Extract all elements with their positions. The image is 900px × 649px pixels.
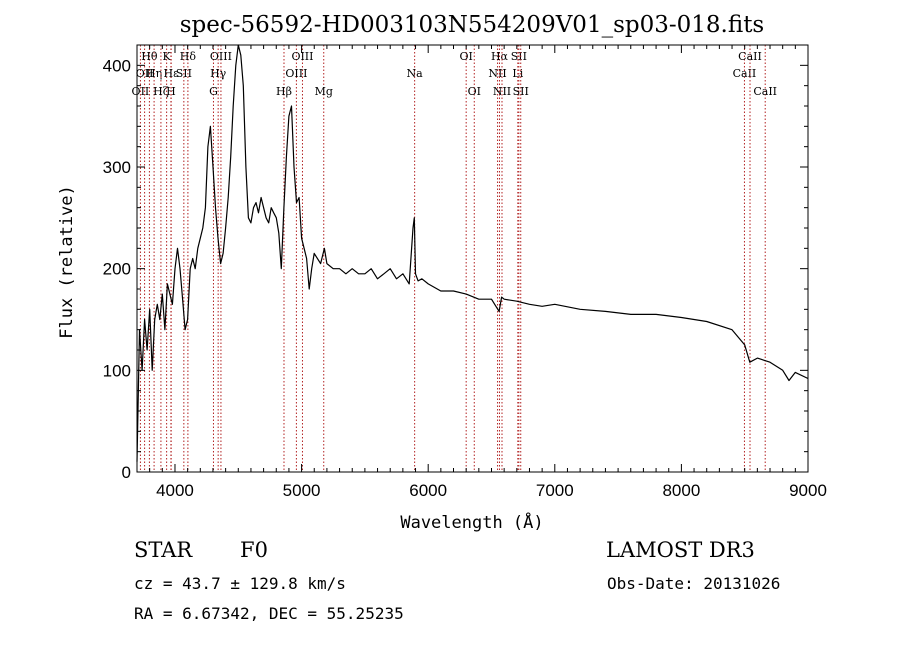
x-axis: 4000 5000 6000 7000 8000 9000 [136,45,827,500]
marker-label: OI [468,85,481,98]
marker-label: OIII [291,50,313,63]
y-tick-label: 300 [103,158,131,177]
spectrum-line [136,44,809,462]
marker-label: NII [488,67,506,80]
marker-label: CaII [733,67,757,80]
marker-lines: OIIOIIHθHηHζKHHεSIIHδGHγOIIIHβOIIIOIIIMg… [132,45,777,472]
marker-label: Hζ [153,85,169,98]
x-tick-label: 8000 [662,481,700,500]
marker-label: Hε [164,67,180,80]
marker-label: OII [132,85,150,98]
marker-label: CaII [753,85,777,98]
marker-label: Li [512,67,523,80]
plot-frame [136,44,809,473]
marker-label: SII [511,50,527,63]
marker-label: NII [493,85,511,98]
x-tick-label: 4000 [156,481,194,500]
marker-label: OIII [210,50,232,63]
subclass: F0 [240,538,268,562]
x-tick-label: 6000 [409,481,447,500]
marker-label: Hη [146,67,162,80]
y-tick-label: 400 [103,56,131,75]
marker-label: OIII [285,67,307,80]
marker-label: Hθ [141,50,158,63]
marker-label: SII [513,85,529,98]
chart-title: spec-56592-HD003103N554209V01_sp03-018.f… [180,12,765,38]
redshift-text: cz = 43.7 ± 129.8 km/s [134,574,346,593]
marker-label: Hβ [276,85,292,98]
marker-label: Hδ [180,50,197,63]
marker-label: OI [459,50,472,63]
marker-label: K [163,50,172,63]
y-tick-label: 0 [122,463,131,482]
marker-label: SII [176,67,192,80]
marker-label: CaII [738,50,762,63]
y-axis-label: Flux (relative) [57,185,77,339]
spectrum-series [136,44,809,462]
marker-label: Mg [315,85,333,98]
y-axis: 0 100 200 300 400 [103,44,808,482]
x-tick-label: 5000 [283,481,321,500]
observation-date: Obs-Date: 20131026 [607,574,781,593]
marker-label: Hγ [210,67,227,80]
survey-name: LAMOST DR3 [606,538,755,562]
y-tick-label: 200 [103,260,131,279]
coordinates-text: RA = 6.67342, DEC = 55.25235 [134,604,404,623]
marker-label: G [209,85,218,98]
object-class: STAR [134,538,193,562]
x-tick-label: 9000 [789,481,827,500]
x-axis-label: Wavelength (Å) [400,511,543,533]
marker-label: Hα [491,50,509,63]
y-tick-label: 100 [103,361,131,380]
marker-label: Na [407,67,424,80]
x-tick-label: 7000 [536,481,574,500]
